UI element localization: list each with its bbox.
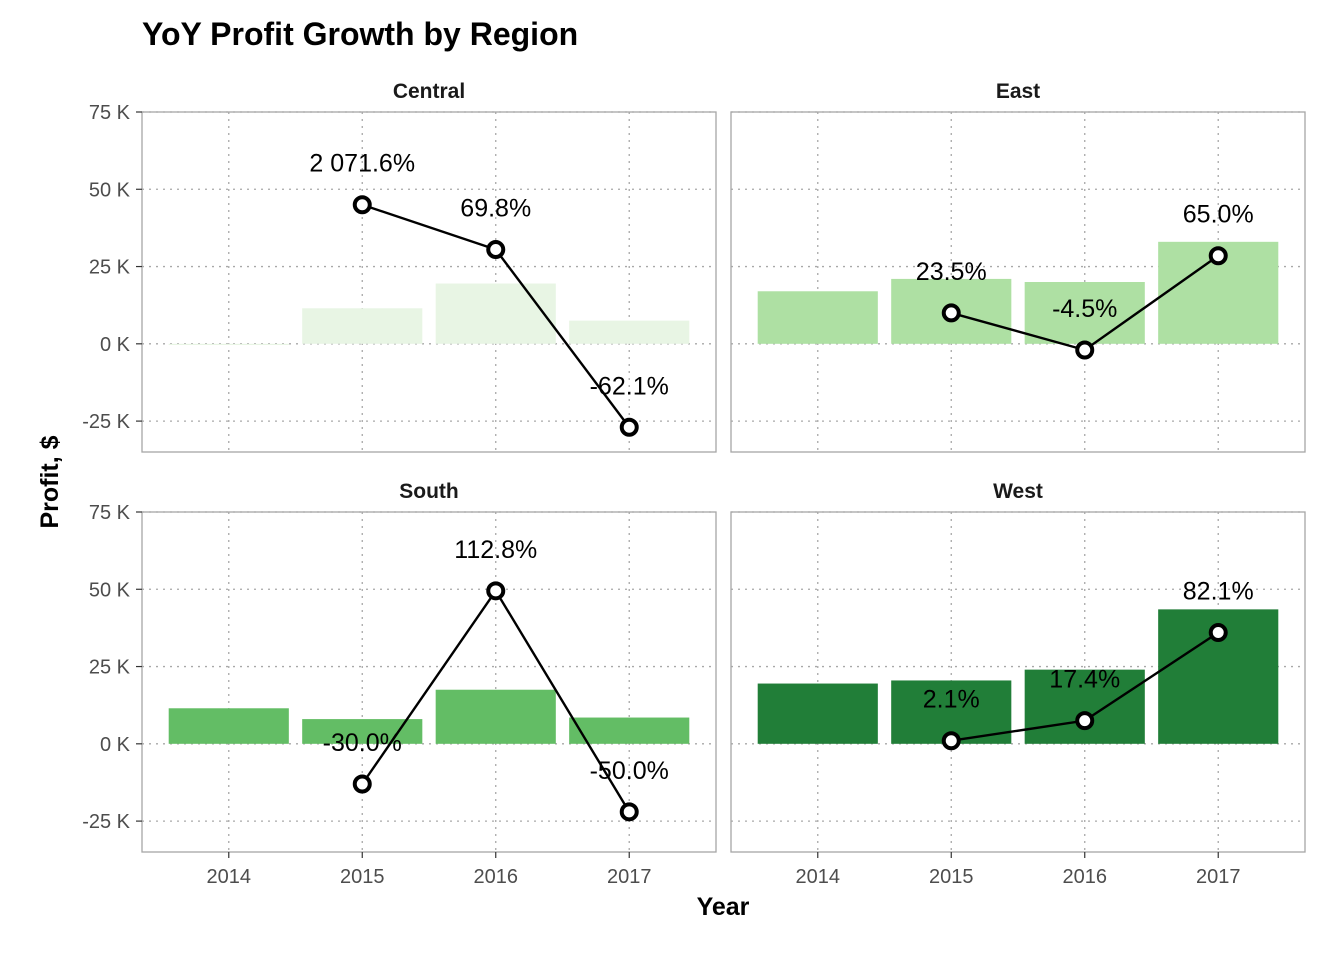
profit-bar [1024, 282, 1145, 344]
growth-point [1075, 711, 1095, 731]
panel-strip-label: Central [393, 80, 465, 103]
x-tick-label: 2014 [796, 866, 841, 888]
y-axis-title: Profit, $ [36, 435, 64, 528]
growth-label: -50.0% [590, 757, 669, 785]
growth-label: 112.8% [454, 536, 537, 564]
y-tick-label: 0 K [100, 334, 131, 356]
y-tick-label: 75 K [89, 502, 131, 524]
growth-label: -4.5% [1052, 295, 1117, 323]
growth-label: 82.1% [1183, 578, 1254, 606]
growth-point [486, 240, 506, 260]
profit-bar [569, 717, 690, 744]
x-tick-label: 2014 [207, 866, 252, 888]
growth-label: 2.1% [923, 686, 980, 714]
x-tick-label: 2015 [340, 866, 385, 888]
chart-panels: Central -25 K 0 K 25 K 50 K 75 K 2 071.6% 69.8%… [82, 80, 1306, 888]
panel-border [141, 111, 717, 453]
growth-label: 23.5% [916, 258, 987, 286]
growth-point [1075, 340, 1095, 360]
growth-point [352, 774, 372, 794]
panel-border [141, 511, 717, 853]
panel-central: Central -25 K 0 K 25 K 50 K 75 K 2 071.6% 69.8%… [82, 80, 717, 453]
y-tick-label: 75 K [89, 102, 131, 124]
growth-point [619, 417, 639, 437]
growth-point [941, 303, 961, 323]
x-tick-label: 2017 [607, 866, 652, 888]
profit-bar [569, 320, 690, 344]
profit-bar [168, 708, 289, 744]
profit-bar [1024, 669, 1145, 744]
profit-bar [302, 308, 423, 344]
profit-bar [757, 683, 878, 744]
y-tick-label: 50 K [89, 179, 131, 201]
chart-title: YoY Profit Growth by Region [142, 16, 578, 52]
panel-border [730, 111, 1306, 453]
growth-point [1208, 246, 1228, 266]
growth-point [486, 581, 506, 601]
growth-point [1208, 623, 1228, 643]
growth-label: 2 071.6% [309, 150, 415, 178]
y-tick-label: 25 K [89, 257, 131, 279]
y-tick-label: 0 K [100, 734, 131, 756]
panel-south: South -25 K 0 K 25 K 50 K 75 K 2014 2015 2016 201… [82, 480, 717, 888]
growth-point [352, 195, 372, 215]
x-tick-label: 2015 [929, 866, 974, 888]
profit-bar [302, 719, 423, 744]
y-tick-label: 50 K [89, 579, 131, 601]
x-tick-label: 2016 [473, 866, 518, 888]
growth-label: 65.0% [1183, 201, 1254, 229]
x-tick-label: 2017 [1196, 866, 1241, 888]
growth-label: -30.0% [323, 729, 402, 757]
profit-bar [435, 283, 556, 344]
profit-bar [168, 343, 289, 346]
growth-point [619, 802, 639, 822]
panel-border [730, 511, 1306, 853]
panel-strip-label: East [996, 80, 1040, 103]
growth-label: 17.4% [1049, 666, 1120, 694]
panel-strip-label: West [993, 480, 1043, 503]
panel-west: West 2014 2015 2016 2017 2.1% 17.4% 82.1% [730, 480, 1306, 888]
panel-east: East 23.5% -4.5% 65.0% [730, 80, 1306, 453]
profit-bar [435, 689, 556, 744]
x-tick-label: 2016 [1062, 866, 1107, 888]
x-axis-title: Year [697, 893, 750, 921]
y-tick-label: -25 K [82, 811, 130, 833]
profit-bar [757, 291, 878, 344]
growth-label: -62.1% [590, 372, 669, 400]
growth-point [941, 731, 961, 751]
growth-label: 69.8% [460, 195, 531, 223]
y-tick-label: 25 K [89, 657, 131, 679]
y-tick-label: -25 K [82, 411, 130, 433]
panel-strip-label: South [399, 480, 458, 503]
